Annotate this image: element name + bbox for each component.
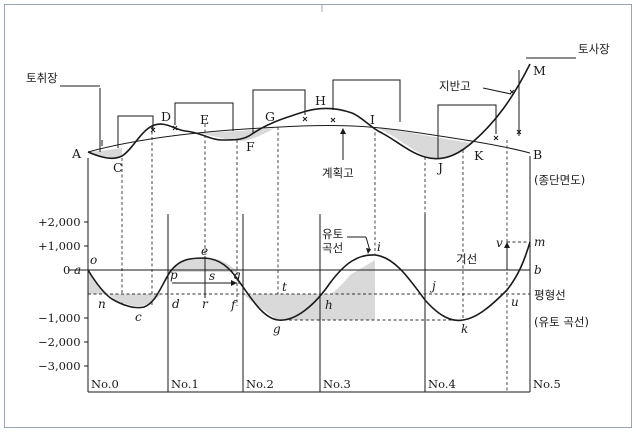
label-I: I	[370, 112, 375, 127]
label-mass-curve-2: 곡선	[322, 241, 343, 255]
drop-lines	[121, 124, 508, 392]
station-no4: No.4	[428, 377, 456, 391]
label-D: D	[161, 109, 171, 124]
label-profile: (종단면도)	[534, 173, 585, 187]
label-r: r	[202, 297, 209, 311]
tick-zero: 0	[63, 263, 70, 277]
tick-minus1000: −1,000	[38, 311, 81, 325]
label-E: E	[200, 112, 209, 127]
label-plan-height: 계획고	[322, 166, 354, 180]
label-e: e	[201, 244, 208, 258]
label-borrow-pit: 토취장	[26, 71, 58, 85]
label-mass-curve-1: 유토	[322, 227, 343, 241]
label-j: j	[429, 279, 436, 293]
label-k: k	[461, 322, 468, 336]
station-no3: No.3	[323, 377, 351, 391]
station-no0: No.0	[91, 377, 119, 391]
label-a: a	[74, 263, 81, 277]
label-t: t	[282, 280, 287, 294]
label-i: i	[377, 240, 381, 254]
label-o: o	[90, 253, 97, 267]
profile-shade-I	[375, 127, 472, 159]
mass-shade-5	[278, 260, 375, 320]
arrow-plan-height	[340, 128, 346, 134]
label-C: C	[113, 160, 123, 175]
tick-plus1000: +1,000	[38, 239, 81, 253]
label-b: b	[534, 263, 542, 277]
label-G: G	[265, 109, 275, 124]
haul-bracket-G	[252, 89, 306, 134]
label-M: M	[533, 63, 546, 78]
label-K: K	[474, 148, 484, 163]
label-g: g	[273, 322, 281, 336]
tick-minus2000: −2,000	[38, 335, 81, 349]
y-ticks	[84, 221, 88, 367]
label-f: f	[230, 298, 238, 312]
haul-bracket-H	[332, 79, 401, 122]
label-s: s	[209, 269, 215, 283]
label-balance-line: 평형선	[534, 288, 566, 302]
mass-shade-3	[168, 258, 238, 272]
label-H: H	[315, 93, 326, 108]
label-F: F	[246, 139, 255, 154]
label-d: d	[172, 297, 180, 311]
leader-ground-height	[482, 87, 512, 95]
station-no2: No.2	[246, 377, 274, 391]
label-base-line: 기선	[456, 252, 477, 266]
mass-shade-1	[88, 270, 108, 294]
label-m: m	[534, 235, 545, 249]
tick-minus3000: −3,000	[38, 359, 81, 373]
label-p: p	[170, 268, 178, 282]
label-ground-height: 지반고	[439, 79, 471, 93]
s-arrow-head	[231, 280, 237, 286]
label-q: q	[233, 268, 241, 282]
arrow-mass-curve	[366, 248, 371, 254]
station-no5: No.5	[533, 377, 561, 391]
label-J: J	[436, 160, 443, 175]
v-arrow-head	[504, 242, 510, 248]
label-B: B	[533, 147, 542, 162]
label-n: n	[98, 297, 106, 311]
tick-plus2000: +2,000	[38, 215, 81, 229]
station-lines	[87, 156, 531, 392]
label-spoil-bank: 토사장	[578, 42, 610, 56]
mass-curve	[87, 241, 531, 322]
frame-border	[4, 4, 632, 428]
station-no1: No.1	[171, 377, 199, 391]
label-A: A	[71, 146, 82, 161]
label-h: h	[325, 298, 333, 312]
profile-shade-A	[88, 148, 122, 159]
label-v: v	[496, 236, 503, 250]
label-u: u	[511, 295, 519, 309]
label-c: c	[135, 310, 142, 324]
ground-profile-line	[87, 63, 531, 160]
haul-bracket-CD	[117, 115, 154, 148]
haul-bracket-J	[437, 104, 497, 158]
haul-bracket-E	[174, 102, 234, 131]
mass-shade-2	[108, 294, 162, 306]
grade-line	[87, 124, 531, 154]
label-mass-curve-note: (유토 곡선)	[534, 315, 589, 329]
x-marks	[150, 89, 522, 141]
